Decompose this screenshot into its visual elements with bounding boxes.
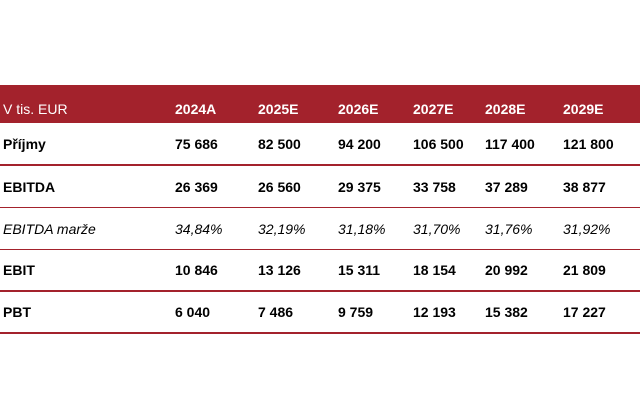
table-cell: 20 992 (485, 262, 528, 278)
table-cell: 18 154 (413, 262, 456, 278)
table-cell: 38 877 (563, 178, 606, 195)
table-cell: 9 759 (338, 304, 374, 320)
column-header: 2029E (563, 101, 604, 117)
table-cell: 10 846 (175, 262, 218, 278)
table-cell: 13 126 (258, 262, 301, 278)
row-label: PBT (3, 304, 31, 320)
column-header: 2027E (413, 101, 454, 117)
table-cell: 6 040 (175, 304, 211, 320)
row-label: EBIT (3, 262, 35, 278)
table-cell: 94 200 (338, 135, 381, 152)
table-cell: 26 369 (175, 178, 218, 195)
table-cell: 31,18% (338, 220, 386, 237)
column-header: 2028E (485, 101, 526, 117)
table-cell: 75 686 (175, 135, 218, 152)
table-cell: 121 800 (563, 135, 614, 152)
table-cell: 32,19% (258, 220, 306, 237)
table-row-pbt: PBT 6 040 7 486 9 759 12 193 15 382 17 2… (0, 292, 640, 334)
table-cell: 21 809 (563, 262, 606, 278)
financial-table: V tis. EUR 2024A 2025E 2026E 2027E 2028E… (0, 85, 640, 334)
table-header: V tis. EUR 2024A 2025E 2026E 2027E 2028E… (0, 85, 640, 123)
table-cell: 31,92% (563, 220, 611, 237)
table-row-ebitda-marze: EBITDA marže 34,84% 32,19% 31,18% 31,70%… (0, 208, 640, 250)
table-cell: 34,84% (175, 220, 223, 237)
row-label: Příjmy (3, 135, 46, 152)
table-cell: 12 193 (413, 304, 456, 320)
table-cell: 26 560 (258, 178, 301, 195)
table-cell: 33 758 (413, 178, 456, 195)
table-cell: 29 375 (338, 178, 381, 195)
column-header: 2025E (258, 101, 299, 117)
table-cell: 37 289 (485, 178, 528, 195)
table-cell: 106 500 (413, 135, 464, 152)
column-header: 2024A (175, 101, 217, 117)
table-row-prijmy: Příjmy 75 686 82 500 94 200 106 500 117 … (0, 123, 640, 166)
table-cell: 82 500 (258, 135, 301, 152)
table-cell: 31,70% (413, 220, 461, 237)
table-cell: 117 400 (485, 135, 535, 152)
unit-label: V tis. EUR (3, 101, 68, 117)
table-cell: 31,76% (485, 220, 533, 237)
table-cell: 7 486 (258, 304, 294, 320)
table-row-ebitda: EBITDA 26 369 26 560 29 375 33 758 37 28… (0, 166, 640, 208)
table-cell: 15 311 (338, 262, 381, 278)
table-cell: 15 382 (485, 304, 528, 320)
table-cell: 17 227 (563, 304, 606, 320)
table-row-ebit: EBIT 10 846 13 126 15 311 18 154 20 992 … (0, 250, 640, 292)
row-label: EBITDA marže (3, 220, 96, 237)
row-label: EBITDA (3, 178, 56, 195)
column-header: 2026E (338, 101, 379, 117)
